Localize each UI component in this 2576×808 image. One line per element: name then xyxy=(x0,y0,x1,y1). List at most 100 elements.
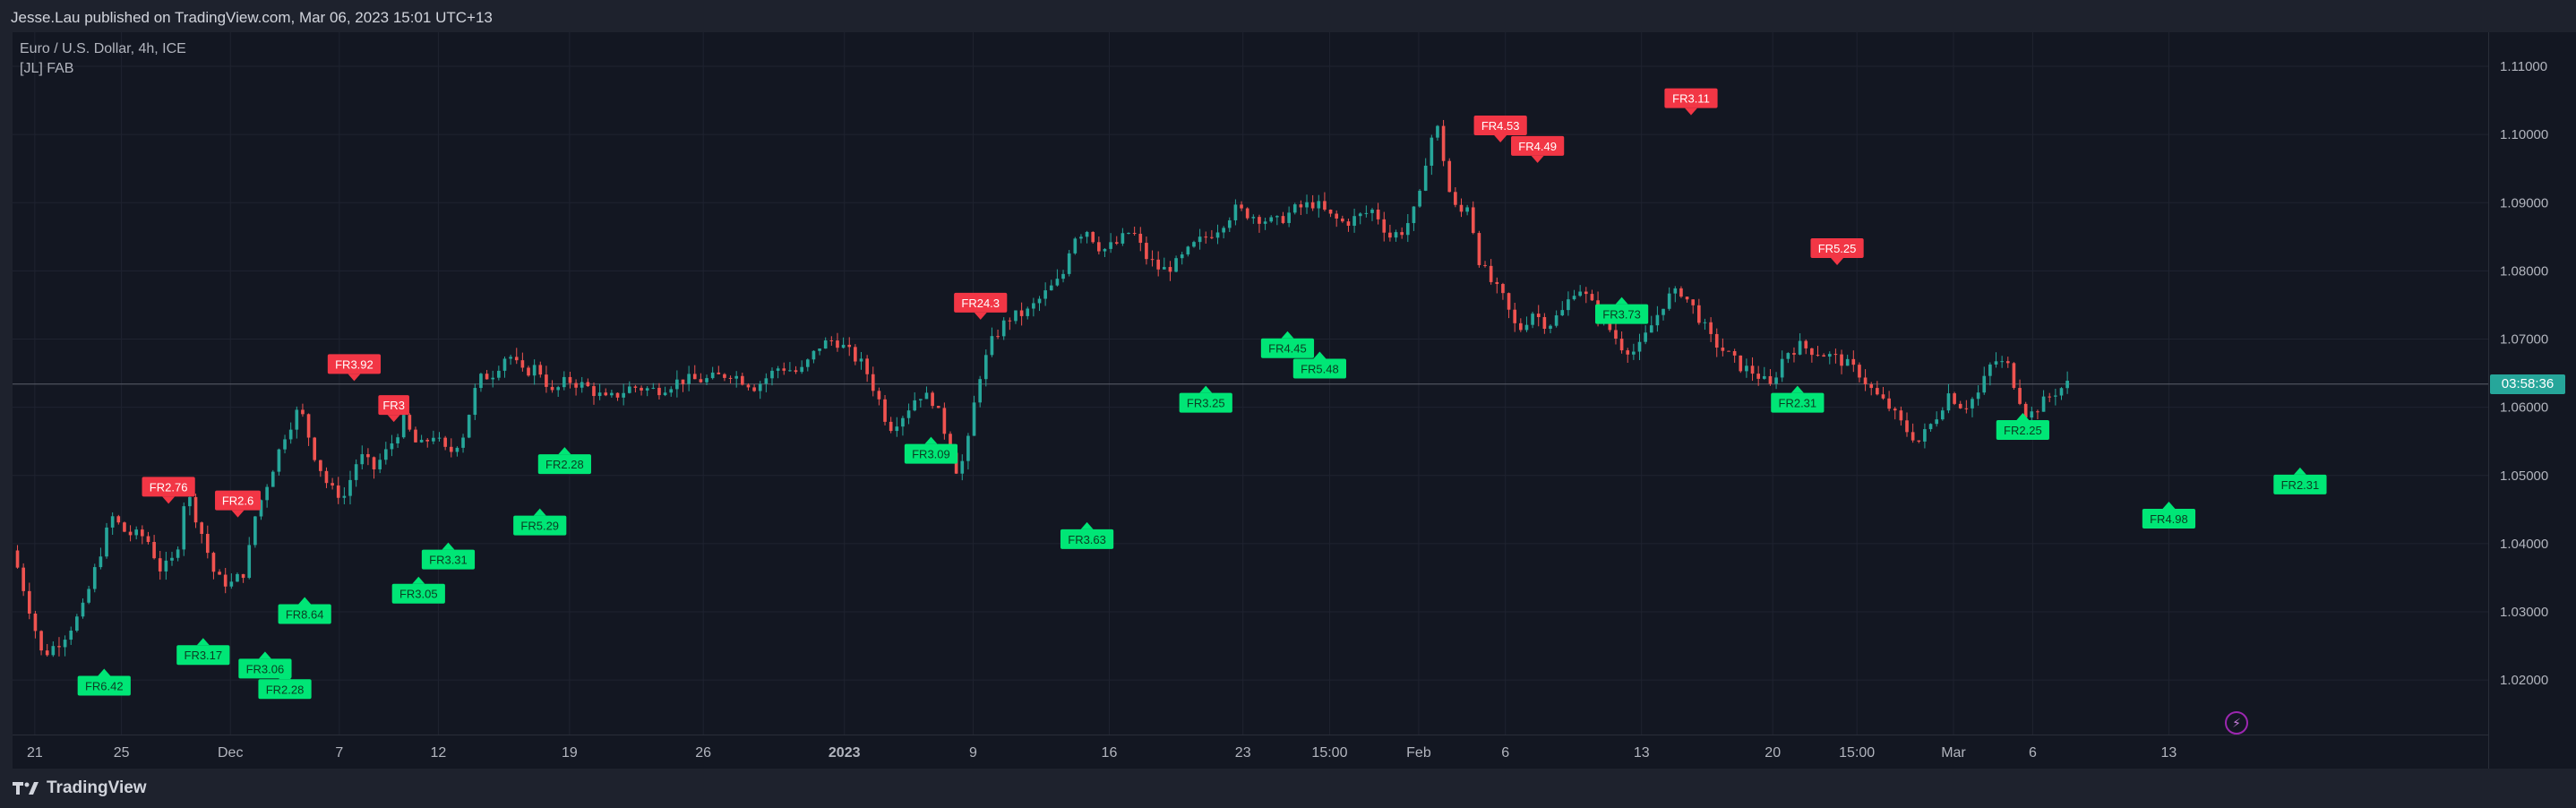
candle-body xyxy=(1911,432,1915,441)
candle-body xyxy=(146,536,150,543)
brand[interactable]: TradingView xyxy=(13,778,147,798)
candle-body xyxy=(1049,285,1053,291)
candle-body xyxy=(1745,365,1748,372)
candle-body xyxy=(1358,213,1362,217)
candle-body xyxy=(752,387,756,391)
fr-label-pointer xyxy=(1684,107,1697,116)
candle-body xyxy=(1804,340,1808,348)
fr-label-text: FR4.45 xyxy=(1268,342,1307,356)
candle-body xyxy=(1953,393,1956,404)
candle-body xyxy=(966,435,970,461)
candle-body xyxy=(123,522,126,532)
candle-body xyxy=(746,384,751,388)
candle-body xyxy=(1964,408,1969,409)
candle-body xyxy=(1055,279,1060,286)
candle-body xyxy=(847,344,852,348)
candle-body xyxy=(378,460,382,469)
fr-label-up: FR2.31 xyxy=(2273,467,2327,494)
fr-label-up: FR3.25 xyxy=(1179,385,1232,413)
candle-body xyxy=(158,558,162,572)
candle-body xyxy=(336,485,340,498)
price-tick-label: 1.10000 xyxy=(2500,127,2548,142)
candle-body xyxy=(414,429,417,443)
candle-body xyxy=(164,560,168,572)
fr-label-text: FR2.31 xyxy=(2281,478,2320,492)
fr-label-box xyxy=(278,604,331,624)
candle-body xyxy=(1394,232,1398,238)
fr-label-pointer xyxy=(924,436,938,444)
price-axis[interactable]: 1.11000 1.10000 1.09000 1.08000 1.07000 1.060… xyxy=(2488,32,2576,769)
candle-body xyxy=(794,370,798,373)
chart-pane[interactable]: FR6.42 FR2.76 FR3.17 FR2.6 FR3.06 FR2.28 FR8.6… xyxy=(13,32,2488,769)
candle-body xyxy=(859,358,863,362)
fr-label-text: FR3.05 xyxy=(399,588,438,601)
candle-body xyxy=(633,386,638,388)
indicator-title[interactable]: [JL] FAB xyxy=(20,61,74,76)
candle-body xyxy=(110,516,115,528)
fr-label-box xyxy=(77,675,131,696)
candle-body xyxy=(1858,365,1861,378)
candle-body xyxy=(1940,410,1945,420)
fr-label-text: FR2.76 xyxy=(150,480,188,494)
candle-body xyxy=(990,336,994,356)
candle-body xyxy=(455,447,459,452)
fr-label-text: FR3.06 xyxy=(246,662,285,675)
candle-body xyxy=(1281,216,1285,223)
candle-body xyxy=(1436,125,1439,138)
candlestick-chart[interactable]: FR6.42 FR2.76 FR3.17 FR2.6 FR3.06 FR2.28 FR8.6… xyxy=(13,32,2488,735)
time-tick-label: 9 xyxy=(969,745,977,761)
candle-body xyxy=(568,376,572,383)
candle-body xyxy=(836,340,839,348)
candle-body xyxy=(27,590,31,614)
candle-body xyxy=(1626,350,1630,355)
candle-body xyxy=(1697,305,1701,323)
candle-body xyxy=(805,359,810,367)
candle-body xyxy=(366,454,370,458)
candle-body xyxy=(236,573,239,582)
candle-body xyxy=(218,572,221,575)
candle-body xyxy=(75,616,79,631)
fr-label-text: FR6.42 xyxy=(85,679,124,692)
candle-body xyxy=(223,574,228,587)
candle-body xyxy=(728,377,733,379)
fr-label-box xyxy=(327,354,382,374)
candle-body xyxy=(360,454,365,465)
fr-label-pointer xyxy=(412,576,425,584)
candle-body xyxy=(1305,202,1309,208)
fr-label-pointer xyxy=(387,415,400,423)
candle-body xyxy=(1317,201,1321,209)
fr-label-up: FR2.28 xyxy=(537,447,591,475)
time-axis[interactable]: 21 25 Dec 7 12 19 26 2023 9 16 23 15:00 Feb 6 13 20 15:0… xyxy=(13,735,2488,769)
candle-body xyxy=(829,340,834,342)
candle-body xyxy=(1822,355,1825,357)
fr-label-pointer xyxy=(442,542,455,550)
candle-body xyxy=(1299,204,1303,208)
fr-label-up: FR4.98 xyxy=(2142,501,2196,529)
candle-body xyxy=(1292,204,1297,213)
candle-body xyxy=(1519,322,1523,331)
candle-body xyxy=(1513,309,1517,323)
fr-label-down: FR24.3 xyxy=(954,292,1008,320)
fr-label-text: FR3.63 xyxy=(1068,533,1106,546)
candle-body xyxy=(1346,221,1351,227)
candle-body xyxy=(1418,190,1421,207)
candle-body xyxy=(883,399,887,422)
candle-body xyxy=(1798,340,1802,355)
candle-body xyxy=(200,522,203,535)
fr-label-up: FR3.05 xyxy=(391,576,445,604)
lightning-icon[interactable]: ⚡ xyxy=(2225,711,2248,735)
candle-body xyxy=(1454,192,1457,205)
candle-body xyxy=(1127,233,1130,235)
candle-body xyxy=(1441,125,1446,161)
symbol-title[interactable]: Euro / U.S. Dollar, 4h, ICE xyxy=(20,41,186,56)
fr-label-pointer xyxy=(258,651,271,659)
candle-body xyxy=(324,470,329,484)
candle-body xyxy=(1810,348,1814,356)
candle-body xyxy=(69,630,73,640)
fr-label-pointer xyxy=(231,510,245,518)
candle-body xyxy=(1542,316,1547,330)
candle-body xyxy=(354,464,358,480)
fr-label-up: FR5.29 xyxy=(513,508,567,536)
candle-body xyxy=(960,460,965,474)
fr-label-up: FR3.17 xyxy=(176,638,230,666)
